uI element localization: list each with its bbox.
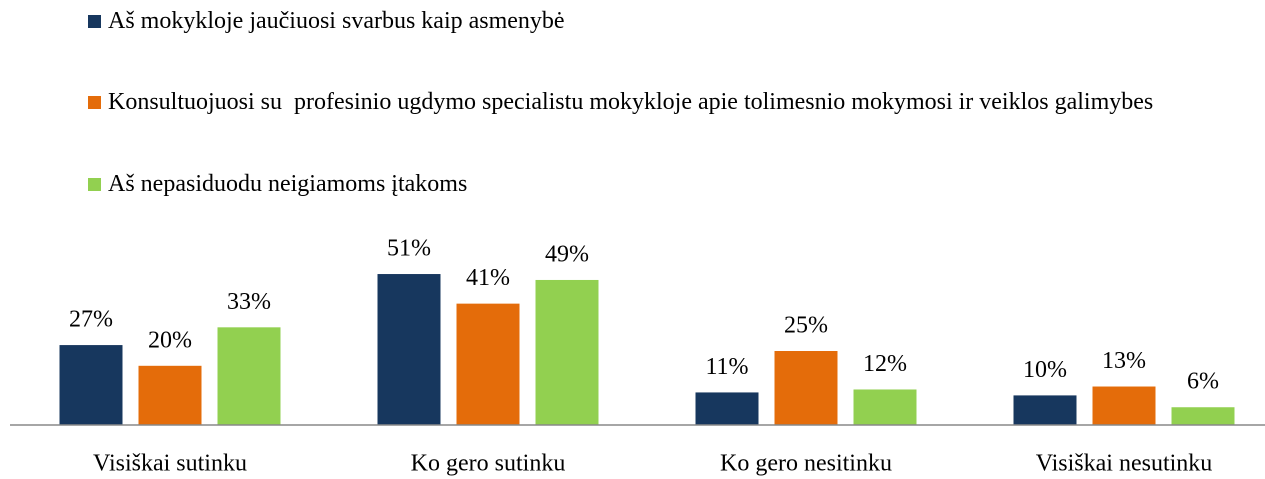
data-label: 51% (387, 236, 431, 262)
bar (1013, 395, 1077, 425)
bar (1092, 386, 1156, 425)
bar (695, 392, 759, 425)
bar (1171, 407, 1235, 425)
data-label: 12% (863, 351, 907, 377)
bar (138, 365, 202, 425)
legend-label: Konsultuojuosi su profesinio ugdymo spec… (108, 89, 1154, 115)
data-label: 25% (784, 313, 828, 339)
bar (456, 303, 520, 425)
legend-label: Aš mokykloje jaučiuosi svarbus kaip asme… (108, 8, 565, 34)
x-tick-label: Ko gero sutinku (411, 451, 566, 477)
x-tick-label: Visiškai nesutinku (1036, 451, 1213, 477)
data-label: 27% (69, 307, 113, 333)
legend-swatch (88, 178, 101, 191)
data-label: 41% (466, 265, 510, 291)
bar (774, 351, 838, 425)
legend-swatch (88, 15, 101, 28)
data-label: 49% (545, 241, 589, 267)
data-label: 13% (1102, 348, 1146, 374)
bar (853, 389, 917, 425)
data-label: 33% (227, 289, 271, 315)
x-tick-label: Visiškai sutinku (93, 451, 247, 477)
bar (59, 345, 123, 425)
bar (535, 279, 599, 425)
legend-swatch (88, 96, 101, 109)
data-label: 20% (148, 327, 192, 353)
bar (377, 274, 441, 425)
data-label: 11% (705, 354, 748, 380)
legend-label: Aš nepasiduodu neigiamoms įtakoms (108, 171, 468, 197)
bar (217, 327, 281, 425)
data-label: 6% (1187, 369, 1219, 395)
data-label: 10% (1023, 357, 1067, 383)
x-tick-label: Ko gero nesitinku (720, 451, 892, 477)
